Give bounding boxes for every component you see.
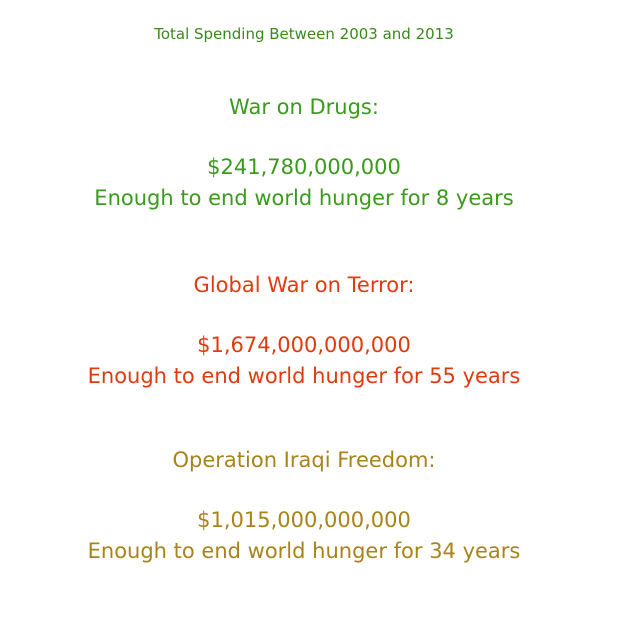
section-global-war-on-terror: Global War on Terror: $1,674,000,000,000… [0, 271, 608, 390]
section-war-on-drugs: War on Drugs: $241,780,000,000 Enough to… [0, 93, 608, 212]
section-note: Enough to end world hunger for 34 years [87, 539, 521, 563]
section-operation-iraqi-freedom: Operation Iraqi Freedom: $1,015,000,000,… [0, 446, 608, 565]
section-heading: Global War on Terror: [193, 273, 415, 297]
section-amount: $1,015,000,000,000 [197, 508, 411, 532]
infographic: Total Spending Between 2003 and 2013 War… [0, 25, 608, 565]
section-note: Enough to end world hunger for 8 years [94, 186, 514, 210]
page-title: Total Spending Between 2003 and 2013 [154, 25, 454, 43]
section-heading: War on Drugs: [229, 95, 379, 119]
section-amount: $241,780,000,000 [207, 155, 401, 179]
section-note: Enough to end world hunger for 55 years [87, 364, 521, 388]
section-heading: Operation Iraqi Freedom: [172, 448, 436, 472]
section-amount: $1,674,000,000,000 [197, 333, 411, 357]
